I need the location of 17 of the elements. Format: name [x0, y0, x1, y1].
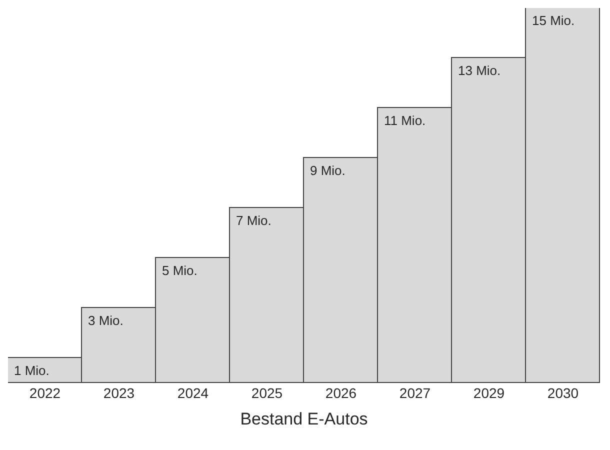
- x-tick-label: 2022: [29, 385, 61, 401]
- data-label: 1 Mio.: [14, 363, 50, 378]
- data-label: 3 Mio.: [88, 313, 124, 328]
- x-tick-label: 2026: [325, 385, 357, 401]
- data-label: 9 Mio.: [310, 163, 346, 178]
- data-label: 7 Mio.: [236, 213, 272, 228]
- x-tick-label: 2029: [473, 385, 505, 401]
- x-tick-label: 2024: [177, 385, 209, 401]
- x-tick-label: 2030: [547, 385, 579, 401]
- data-label: 11 Mio.: [384, 113, 426, 128]
- data-label: 15 Mio.: [532, 13, 575, 28]
- x-tick-label: 2023: [103, 385, 135, 401]
- data-label: 13 Mio.: [458, 63, 501, 78]
- data-label: 5 Mio.: [162, 263, 198, 278]
- x-tick-label: 2025: [251, 385, 283, 401]
- x-tick-label: 2027: [399, 385, 431, 401]
- x-axis-title: Bestand E-Autos: [240, 409, 368, 428]
